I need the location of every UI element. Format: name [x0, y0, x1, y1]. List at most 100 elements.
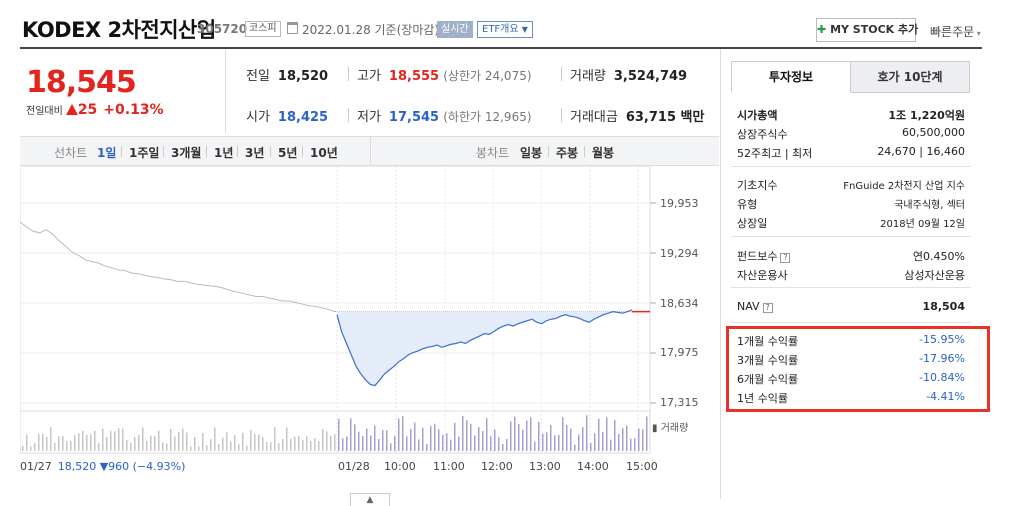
help-icon[interactable]: ?	[780, 253, 791, 263]
divider	[731, 322, 971, 323]
volume-bar	[346, 436, 348, 451]
info-value: FnGuide 2차전지 산업 지수	[843, 181, 965, 192]
volume-bar	[322, 429, 324, 451]
tab-period-1w[interactable]: 1주일	[129, 146, 160, 160]
y-tick-label: 19,294	[660, 247, 699, 260]
tab-period-10y[interactable]: 10년	[310, 146, 338, 160]
volume-bar	[242, 432, 244, 451]
volume-bar	[330, 435, 332, 451]
volume-bar	[434, 423, 436, 451]
volume-bar	[178, 432, 180, 451]
info-value: 60,500,000	[902, 126, 965, 139]
info-tabs: 호가 10단계 투자정보	[731, 61, 971, 93]
tab-period-3y[interactable]: 3년	[245, 146, 265, 160]
volume-bar	[378, 439, 380, 451]
volume-bar	[586, 415, 588, 451]
volume-bar	[602, 431, 604, 451]
tab-candle-monthly[interactable]: 월봉	[592, 146, 615, 160]
volume-bar	[82, 430, 84, 451]
stat-value: 18,520	[277, 69, 329, 84]
tab-period-1y[interactable]: 1년	[214, 146, 234, 160]
quick-order-label: 빠른주문	[930, 25, 975, 39]
volume-bar	[354, 424, 356, 451]
volume-bar	[546, 432, 548, 451]
volume-bar	[214, 427, 216, 451]
x-tick-label: 11:00	[433, 460, 465, 473]
info-label-wrap: NAV?	[737, 300, 773, 313]
return-value: -4.41%	[926, 390, 965, 403]
prev-day-date: 01/27	[20, 460, 52, 473]
help-icon[interactable]: ?	[762, 303, 773, 313]
price-chart-svg	[20, 166, 656, 454]
volume-bar	[382, 430, 384, 451]
price-chart[interactable]: 19,953 19,294 18,634 17,975 17,315 ▮ 거래량…	[20, 166, 720, 506]
divider	[121, 146, 122, 157]
date-text: 2022.01.28 기준(장마감)	[302, 23, 440, 37]
add-mystock-button[interactable]: ✚ MY STOCK 추가	[816, 18, 918, 42]
volume-bar	[78, 433, 80, 451]
volume-bar	[206, 445, 208, 451]
divider	[548, 146, 549, 157]
chevron-down-icon: ▾	[974, 29, 981, 38]
volume-bar-icon: ▮	[652, 423, 658, 434]
volume-bar	[158, 430, 160, 451]
volume-bar	[442, 434, 444, 451]
info-label: 52주최고 | 최저	[737, 147, 813, 160]
tab-candle-daily[interactable]: 일봉	[520, 146, 543, 160]
price-change: 전일대비 25 +0.13%	[26, 102, 164, 118]
tab-orderbook[interactable]: 호가 10단계	[850, 61, 970, 93]
volume-bar	[306, 436, 308, 451]
info-label: NAV	[737, 300, 760, 313]
tab-candle-weekly[interactable]: 주봉	[556, 146, 579, 160]
volume-bar	[102, 428, 104, 451]
volume-bar	[630, 438, 632, 451]
info-value: 24,670 | 16,460	[877, 145, 965, 158]
info-label: 유형	[737, 198, 758, 211]
stat-value: 3,524,749	[613, 69, 688, 84]
etf-overview-dropdown[interactable]: ETF개요 ▼	[477, 21, 533, 38]
volume-bar	[474, 435, 476, 451]
change-label: 전일대비	[26, 106, 63, 117]
return-label: 3개월 수익률	[737, 354, 799, 367]
candle-chart-label: 봉차트	[476, 146, 510, 160]
volume-bar	[130, 442, 132, 451]
x-tick-label: 01/28	[338, 460, 370, 473]
volume-bar	[582, 427, 584, 451]
info-value: 1조 1,220억원	[888, 109, 965, 122]
tab-period-3m[interactable]: 3개월	[171, 146, 202, 160]
volume-bar	[174, 436, 176, 451]
volume-bar	[314, 438, 316, 451]
volume-bar	[358, 431, 360, 451]
change-value: 25	[77, 102, 98, 118]
volume-bar	[430, 426, 432, 451]
volume-bar	[506, 438, 508, 451]
volume-bar	[466, 420, 468, 451]
price-stats: 전일 18,520 고가 18,555 (상한가 24,075) 거래량 3,524,…	[226, 49, 720, 133]
volume-bar	[402, 416, 404, 451]
volume-bar	[230, 441, 232, 451]
chevron-down-icon: ▼	[521, 25, 528, 34]
volume-bar	[290, 438, 292, 451]
tab-period-1d[interactable]: 1일	[97, 146, 117, 160]
volume-bar	[202, 432, 204, 451]
prev-day-line	[20, 221, 336, 313]
volume-bar	[626, 425, 628, 451]
tab-investment-info[interactable]: 투자정보	[731, 61, 851, 93]
volume-bar	[622, 428, 624, 451]
quick-order-link[interactable]: 빠른주문 ▾	[930, 23, 981, 40]
up-triangle-icon	[65, 104, 78, 115]
volume-bar	[498, 437, 500, 451]
volume-bar	[66, 441, 68, 451]
divider	[731, 287, 971, 288]
volume-bar	[294, 436, 296, 451]
live-badge[interactable]: 실시간	[437, 21, 473, 38]
x-tick-label: 14:00	[577, 460, 609, 473]
chart-scroll-handle[interactable]: ▲	[350, 493, 390, 506]
stock-code: 305720	[197, 22, 248, 36]
volume-bar	[494, 429, 496, 451]
volume-bar	[254, 433, 256, 451]
volume-bar	[538, 421, 540, 451]
tab-period-5y[interactable]: 5년	[278, 146, 298, 160]
volume-bar	[638, 428, 640, 451]
volume-bar	[190, 446, 192, 451]
